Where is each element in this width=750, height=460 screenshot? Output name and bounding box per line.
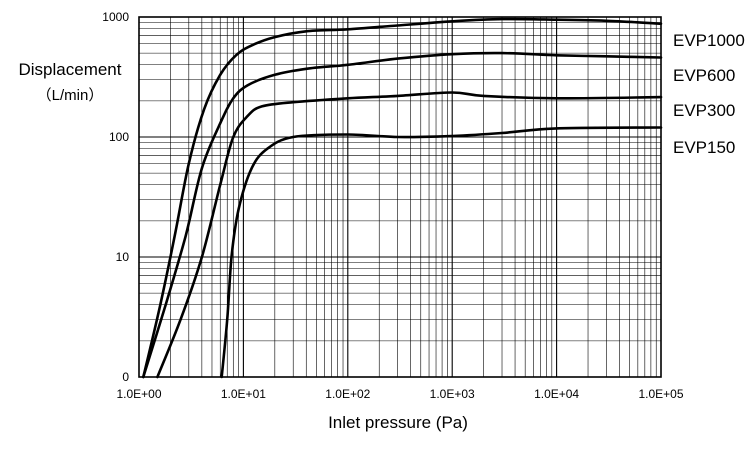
- series-layer: [142, 17, 663, 379]
- legend: EVP1000 EVP600 EVP300 EVP150: [673, 31, 745, 157]
- series-line-evp150: [220, 126, 663, 379]
- series-line-evp300: [156, 91, 663, 379]
- x-axis-label: Inlet pressure (Pa): [328, 413, 468, 432]
- y-tick-label: 0: [122, 370, 129, 384]
- legend-label-evp1000: EVP1000: [673, 31, 745, 50]
- y-axis-unit: （L/min）: [37, 87, 104, 104]
- legend-label-evp150: EVP150: [673, 138, 735, 157]
- legend-label-evp600: EVP600: [673, 66, 735, 85]
- legend-label-evp300: EVP300: [673, 101, 735, 120]
- x-tick-label: 1.0E+04: [534, 387, 579, 401]
- x-tick-label: 1.0E+05: [638, 387, 683, 401]
- x-tick-label: 1.0E+03: [430, 387, 475, 401]
- x-tick-label: 1.0E+02: [325, 387, 370, 401]
- x-axis-ticks: 1.0E+00 1.0E+01 1.0E+02 1.0E+03 1.0E+04 1.0E+…: [116, 387, 683, 401]
- plot-frame: [138, 16, 662, 378]
- x-tick-label: 1.0E+00: [116, 387, 161, 401]
- series-line-evp1000: [142, 17, 663, 379]
- y-tick-label: 10: [116, 250, 130, 264]
- grid: [139, 17, 661, 377]
- y-axis-ticks: 0 10 100 1000: [102, 10, 129, 384]
- y-axis-label: Displacement: [19, 60, 122, 79]
- series-line-evp600: [142, 51, 663, 379]
- y-tick-label: 1000: [102, 10, 129, 24]
- x-tick-label: 1.0E+01: [221, 387, 266, 401]
- y-tick-label: 100: [109, 130, 129, 144]
